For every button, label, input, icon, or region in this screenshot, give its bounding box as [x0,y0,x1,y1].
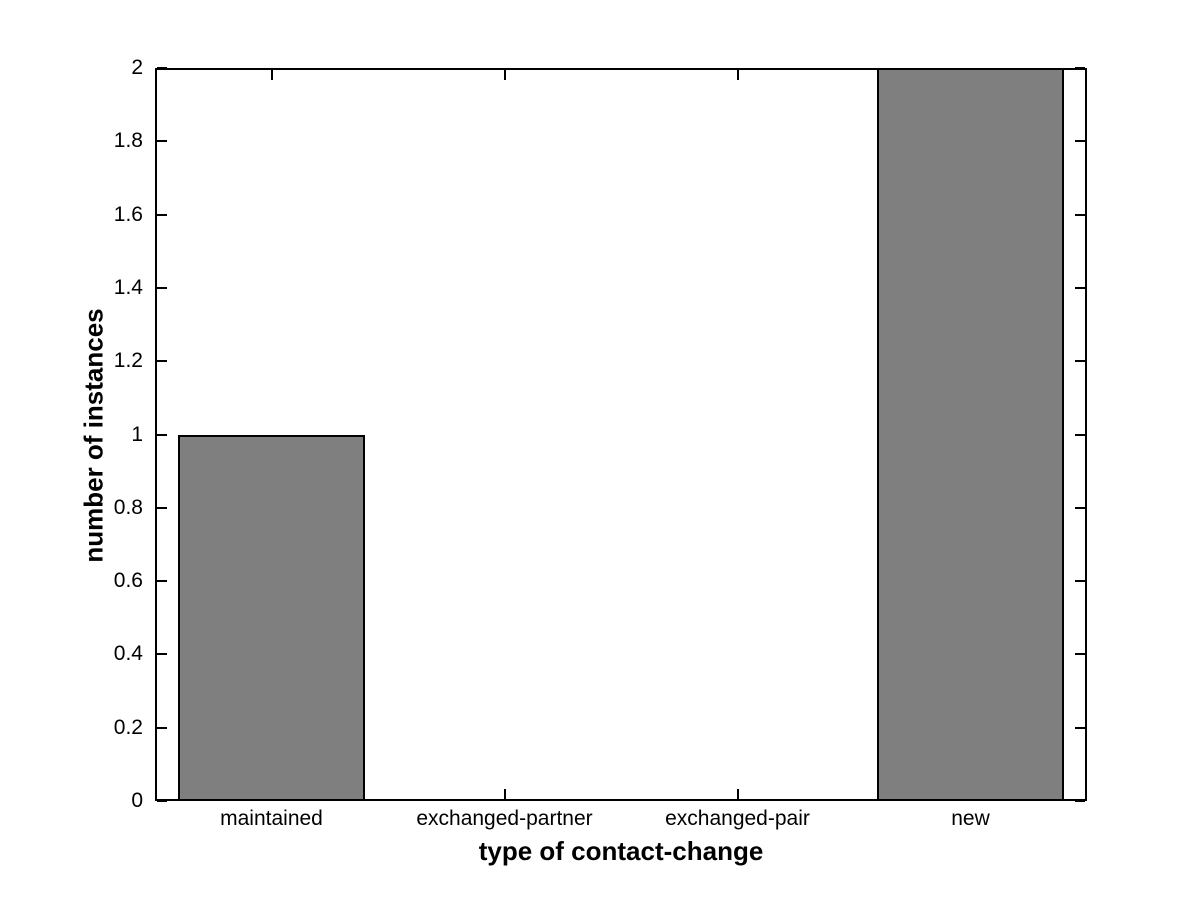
x-tick-label: exchanged-partner [416,807,593,830]
y-tick-left [157,653,167,656]
y-tick-right [1075,653,1085,656]
x-tick-label: exchanged-pair [665,807,810,830]
y-tick-label: 0.6 [113,569,143,593]
y-tick-right [1075,360,1085,363]
y-tick-left [157,286,167,289]
y-tick-right [1075,67,1085,69]
x-tick-bottom [736,789,739,799]
y-tick-left [157,67,167,69]
y-tick-label: 0.4 [113,642,143,666]
y-tick-right [1075,433,1085,436]
x-tick-label: new [951,807,990,830]
y-tick-left [157,140,167,143]
y-tick-right [1075,726,1085,729]
y-tick-right [1075,800,1085,802]
y-axis-label: number of instances [78,308,109,563]
y-tick-label: 1.8 [113,129,143,153]
y-tick-left [157,580,167,583]
y-tick-label: 1.2 [113,349,143,373]
bar [178,434,365,801]
y-tick-left [157,213,167,216]
y-tick-right [1075,286,1085,289]
x-tick-top [503,70,506,80]
y-tick-right [1075,506,1085,509]
y-tick-label: 1.6 [113,202,143,226]
y-tick-left [157,433,167,436]
x-axis-label: type of contact-change [478,836,764,866]
y-tick-left [157,506,167,509]
y-tick-left [157,360,167,363]
y-tick-right [1075,213,1085,216]
y-tick-label: 0.8 [113,495,143,519]
x-tick-top [736,70,739,80]
x-tick-top [270,70,273,80]
y-tick-right [1075,140,1085,143]
y-tick-label: 0 [131,789,143,812]
y-tick-label: 2 [131,56,143,79]
x-tick-label: maintained [220,807,323,830]
y-tick-left [157,800,167,802]
y-tick-label: 0.2 [113,715,143,739]
y-tick-left [157,726,167,729]
y-tick-label: 1 [131,422,143,446]
y-tick-label: 1.4 [113,275,143,299]
x-tick-bottom [503,789,506,799]
y-tick-right [1075,580,1085,583]
bar [877,68,1064,801]
